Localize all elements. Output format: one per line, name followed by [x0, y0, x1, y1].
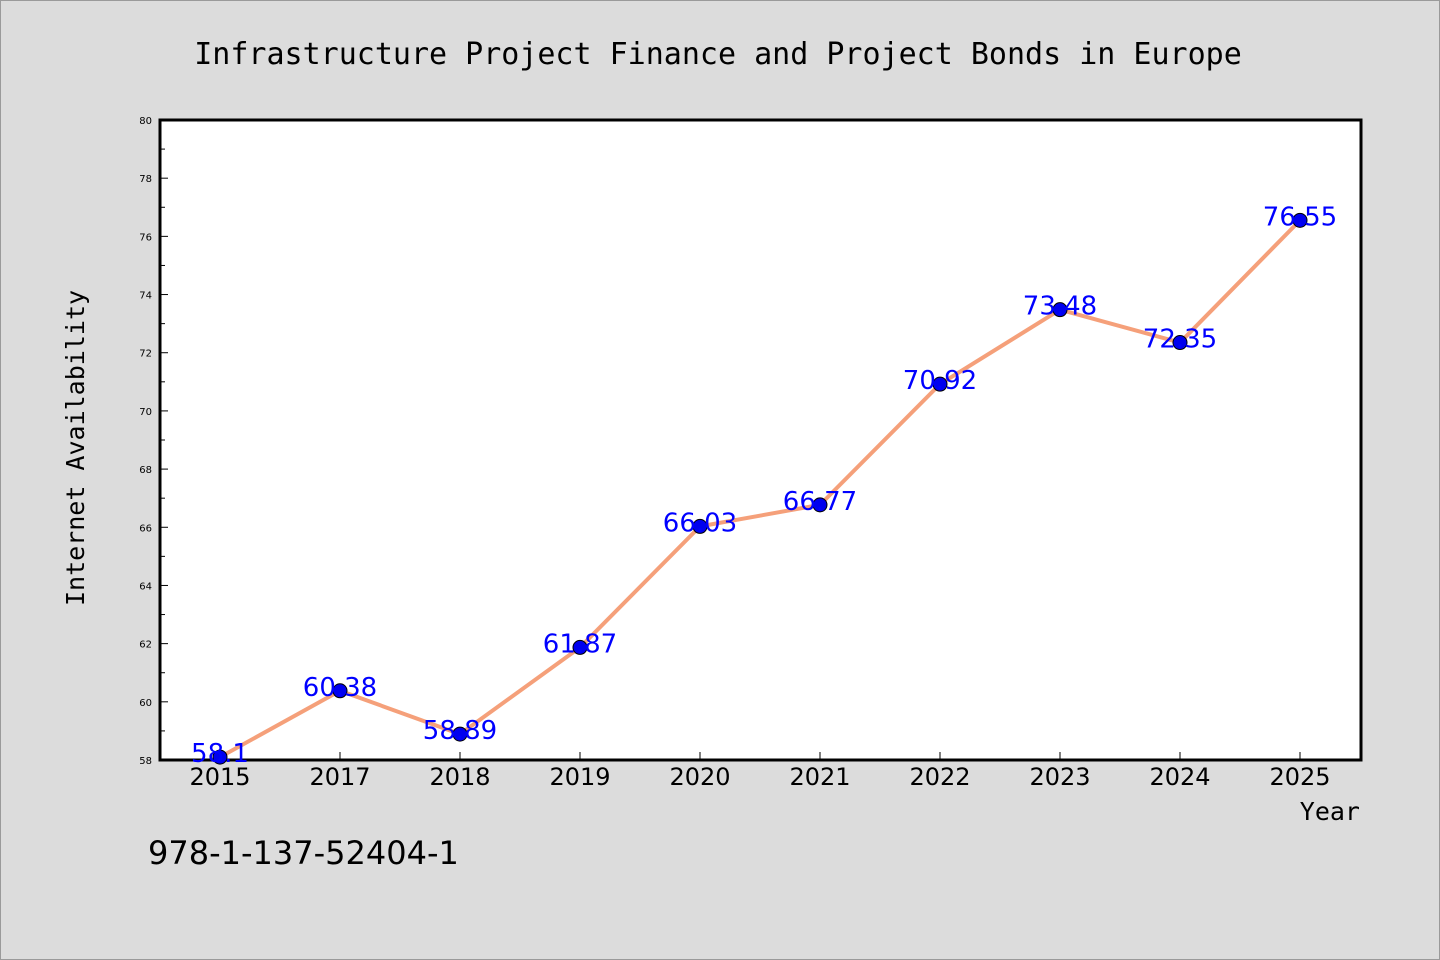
chart-title: Infrastructure Project Finance and Proje… [194, 37, 1242, 72]
y-tick-label: 64 [139, 581, 152, 592]
x-axis-label: Year [1300, 797, 1360, 826]
x-tick-label: 2015 [189, 763, 250, 791]
x-tick-label: 2024 [1149, 763, 1210, 791]
y-tick-label: 68 [139, 465, 152, 476]
y-tick-label: 80 [139, 116, 152, 127]
series-markers [212, 212, 1308, 765]
data-point [452, 726, 468, 742]
data-point [332, 683, 348, 699]
y-tick-label: 78 [139, 174, 152, 185]
y-tick-label: 58 [139, 756, 152, 767]
data-point [1292, 212, 1308, 228]
data-label: 61.87 [543, 629, 617, 659]
x-tick-label: 2017 [309, 763, 370, 791]
y-tick-label: 66 [139, 523, 152, 534]
data-labels: 58.1 60.38 58.89 61.87 66.03 66.77 70.92 73.48 7… [191, 202, 1337, 769]
y-axis-label: Internet Availability [61, 290, 90, 606]
x-tick-label: 2019 [549, 763, 610, 791]
x-tick-label: 2020 [669, 763, 730, 791]
data-label: 73.48 [1023, 292, 1097, 322]
x-tick-label: 2022 [909, 763, 970, 791]
y-tick-label: 76 [139, 232, 152, 243]
plot-area [158, 118, 1363, 762]
x-axis: 2015 2017 2018 2019 2020 2021 2022 2023 2024 2025 [189, 752, 1331, 791]
x-tick-label: 2018 [429, 763, 490, 791]
y-axis: 58 60 62 64 66 68 70 72 74 76 78 80 [139, 116, 168, 767]
data-point [932, 376, 948, 392]
data-point [1052, 302, 1068, 318]
data-label: 60.38 [303, 673, 377, 703]
x-tick-label: 2025 [1269, 763, 1330, 791]
data-label: 58.89 [423, 716, 497, 746]
data-point [212, 749, 228, 765]
series-line-path [218, 218, 1302, 760]
isbn-text: 978-1-137-52404-1 [148, 834, 459, 872]
data-point [1172, 335, 1188, 351]
data-point [692, 518, 708, 534]
y-tick-label: 72 [139, 349, 152, 360]
data-label: 72.35 [1143, 325, 1217, 355]
y-tick-label: 70 [139, 407, 152, 418]
y-tick-label: 74 [139, 291, 152, 302]
y-tick-label: 62 [139, 640, 152, 651]
x-tick-label: 2023 [1029, 763, 1090, 791]
series-line [218, 218, 1302, 760]
data-point [572, 639, 588, 655]
data-label: 66.77 [783, 487, 857, 517]
data-point [812, 497, 828, 513]
y-tick-label: 60 [139, 698, 152, 709]
data-label: 66.03 [663, 508, 737, 538]
data-label: 76.55 [1263, 202, 1337, 232]
data-label: 70.92 [903, 366, 977, 396]
x-tick-label: 2021 [789, 763, 850, 791]
data-label: 58.1 [191, 739, 249, 769]
